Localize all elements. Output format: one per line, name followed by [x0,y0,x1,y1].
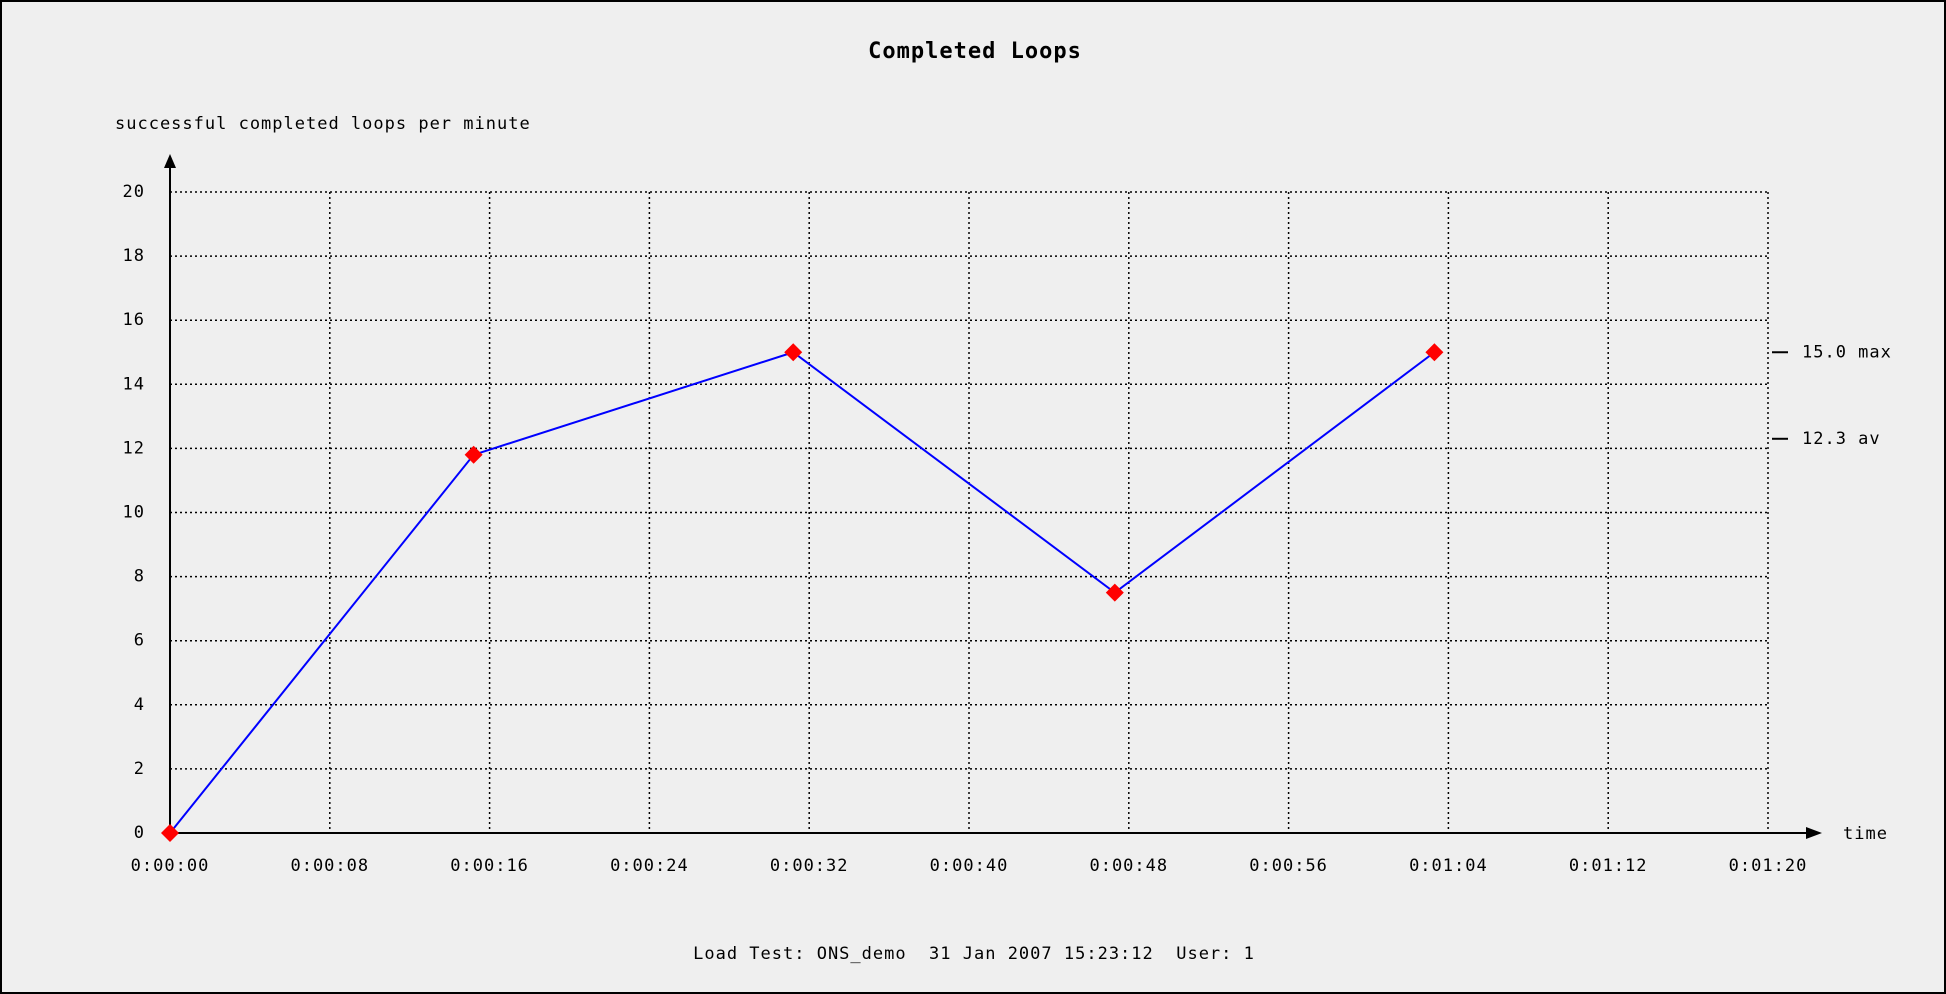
y-tick-label: 20 [123,182,145,202]
y-tick-label: 6 [134,631,145,651]
y-tick-label: 0 [134,823,145,843]
marker [464,445,483,464]
x-tick-label: 0:00:40 [930,856,1009,876]
marker [161,824,179,842]
marker [1425,343,1444,362]
x-axis-label: time [1843,824,1888,844]
y-tick-label: 12 [123,438,145,458]
marker [784,343,803,362]
x-axis-arrow [1806,827,1822,839]
annotation-label: 12.3 av [1802,429,1881,449]
x-tick-label: 0:00:16 [450,856,529,876]
x-tick-label: 0:01:12 [1569,856,1648,876]
y-axis-label: successful completed loops per minute [115,114,531,134]
x-tick-label: 0:00:08 [290,856,369,876]
x-tick-label: 0:00:56 [1249,856,1328,876]
x-tick-label: 0:01:04 [1409,856,1488,876]
x-tick-label: 0:01:20 [1729,856,1808,876]
y-tick-label: 14 [123,374,145,394]
y-tick-label: 4 [134,695,145,715]
y-tick-label: 2 [134,759,145,779]
chart-title: Completed Loops [868,39,1082,64]
y-tick-label: 8 [134,567,145,587]
footer: Load Test: ONS_demo 31 Jan 2007 15:23:12… [693,944,1255,964]
y-axis-arrow [164,154,176,168]
y-tick-label: 10 [123,503,145,523]
x-tick-label: 0:00:48 [1089,856,1168,876]
x-tick-label: 0:00:24 [610,856,689,876]
marker [1105,583,1124,602]
x-tick-label: 0:00:32 [770,856,849,876]
annotation-label: 15.0 max [1802,342,1892,362]
y-tick-label: 16 [123,310,145,330]
y-tick-label: 18 [123,246,145,266]
x-tick-label: 0:00:00 [131,856,210,876]
